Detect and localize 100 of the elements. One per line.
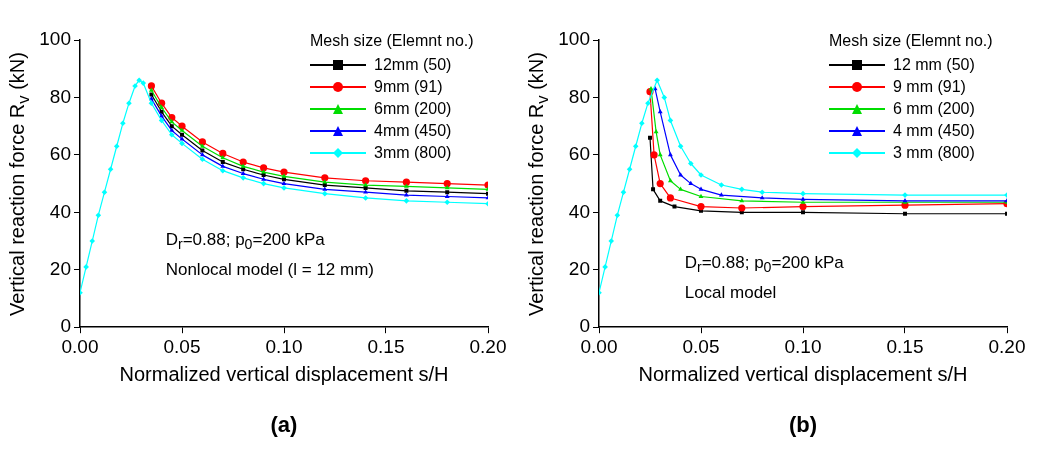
point [149,92,154,97]
point [678,186,684,191]
point [639,120,645,127]
point [261,176,267,181]
point [632,143,639,150]
annotation: Local model [684,282,777,303]
point [667,152,673,157]
annotation: D$_{r}$=0.88; p$_{0}$=200 kPa [684,252,844,275]
point [759,195,765,200]
point [140,80,147,86]
point [120,120,126,127]
legend-label: 3mm (800) [374,144,452,162]
point [362,195,369,201]
point [677,143,684,150]
point [697,202,705,211]
point [107,166,114,173]
point [718,182,725,188]
y-tick-label: 40 [49,200,71,222]
point [83,264,89,270]
point [645,100,651,106]
point [650,151,658,159]
x-tick-label: 0.00 [61,335,99,357]
legend-label: 12 mm (50) [893,56,975,74]
point [404,188,409,193]
point [801,210,805,215]
x-tick-label: 0.10 [784,335,822,357]
point [322,186,328,191]
x-tick-label: 0.20 [988,335,1026,357]
point [169,119,175,124]
text: (a) [270,412,298,438]
point [363,189,369,194]
annotation: Nonlocal model (l = 12 mm) [165,259,374,280]
point [200,148,205,153]
point [678,172,684,177]
x-axis-title: Normalized vertical displacement s/H [638,363,968,387]
x-tick-label: 0.05 [163,335,201,357]
legend-label: 12mm (50) [374,56,452,74]
point [179,140,185,147]
legend-label: 6 mm (200) [893,100,975,118]
point [147,82,155,90]
point [667,177,673,183]
point [739,198,745,203]
y-tick-label: 80 [49,85,71,107]
point [95,212,102,218]
point [658,198,663,203]
point [739,186,745,193]
point [321,174,329,182]
point [240,175,246,181]
point [688,160,694,167]
point [403,183,409,188]
x-axis-title: Normalized vertical displacement s/H [119,363,449,387]
point [666,194,674,202]
y-tick-label: 60 [568,143,590,165]
annotation: D$_{r}$=0.88; p$_{0}$=200 kPa [165,229,325,252]
point [698,186,704,191]
point [199,156,206,162]
point [220,167,226,174]
point [89,238,96,244]
point [657,152,663,157]
point [444,199,450,206]
point [651,187,656,192]
point [136,77,142,84]
point [661,94,668,101]
point [322,179,328,184]
point [322,190,328,197]
point [688,180,694,185]
x-tick-label: 0.10 [265,335,303,357]
point [738,204,746,212]
point [614,212,621,218]
text: (b) [789,412,818,438]
point [113,143,120,150]
legend-label: 9mm (91) [374,78,443,96]
x-tick-label: 0.20 [469,335,507,357]
point [759,189,765,196]
y-tick-label: 20 [568,257,590,279]
point [240,163,246,168]
x-tick-label: 0.15 [886,335,924,357]
point [626,166,633,173]
point [199,143,205,148]
point [180,132,184,137]
legend-label: 6mm (200) [374,100,452,118]
point [159,104,165,109]
point [443,180,451,188]
point [239,158,247,166]
legend-label: 3 mm (800) [893,144,975,162]
point [608,238,615,244]
point [220,154,226,160]
point [148,87,154,92]
point [656,180,664,188]
point [281,173,287,178]
point [800,190,806,197]
point [219,149,227,158]
point [260,164,268,172]
point [178,122,186,130]
point [261,169,267,174]
point [198,138,206,146]
point [101,189,108,196]
legend-title: Mesh size (Elemnt no.) [829,32,993,50]
point [654,77,660,84]
legend-label: 4mm (450) [374,122,452,140]
